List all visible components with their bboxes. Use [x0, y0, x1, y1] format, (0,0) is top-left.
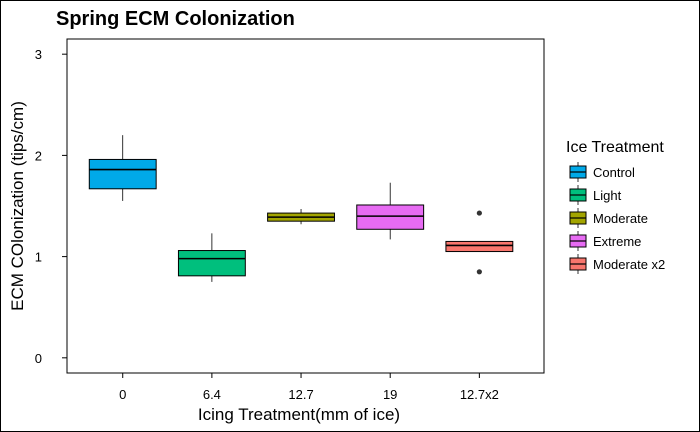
legend-label: Moderate: [593, 211, 648, 226]
x-tick-label: 12.7: [288, 387, 313, 402]
y-axis: 0 1 2 3: [35, 47, 67, 366]
box-body: [356, 204, 425, 230]
legend-item: Control: [569, 162, 635, 182]
legend-label: Moderate x2: [593, 257, 665, 272]
box-12.7x2: [445, 210, 514, 275]
box-0: [88, 135, 157, 201]
legend-item: Moderate: [569, 208, 648, 228]
plot-panel: [66, 38, 545, 374]
outlier-point: [476, 210, 482, 216]
y-tick-label: 1: [35, 250, 42, 265]
box-6.4: [177, 233, 246, 282]
legend-label: Light: [593, 188, 622, 203]
box-body: [445, 240, 514, 253]
legend-item: Light: [569, 185, 622, 205]
y-tick-label: 2: [35, 148, 42, 163]
box-series: [88, 135, 514, 282]
x-tick-label: 0: [119, 387, 126, 402]
box-body: [88, 158, 157, 190]
y-tick-label: 3: [35, 47, 42, 62]
x-axis: 0 6.4 12.7 19 12.7x2: [119, 373, 499, 402]
x-tick-label: 6.4: [203, 387, 221, 402]
legend: Ice Treatment Control Light Moderate Extrem…: [566, 139, 665, 274]
legend-title: Ice Treatment: [566, 139, 664, 156]
box-19: [356, 182, 425, 240]
legend-item: Moderate x2: [569, 254, 665, 274]
legend-label: Extreme: [593, 234, 641, 249]
legend-label: Control: [593, 165, 635, 180]
outlier-point: [476, 269, 482, 275]
x-axis-title: Icing Treatment(mm of ice): [198, 405, 400, 424]
chart-title: Spring ECM Colonization: [56, 8, 295, 30]
box-body: [177, 250, 246, 277]
x-tick-label: 19: [383, 387, 397, 402]
y-tick-label: 0: [35, 351, 42, 366]
y-axis-title: ECM COlonization (tips/cm): [8, 101, 27, 311]
x-tick-label: 12.7x2: [460, 387, 499, 402]
legend-item: Extreme: [569, 231, 641, 251]
box-12.7: [267, 209, 335, 225]
